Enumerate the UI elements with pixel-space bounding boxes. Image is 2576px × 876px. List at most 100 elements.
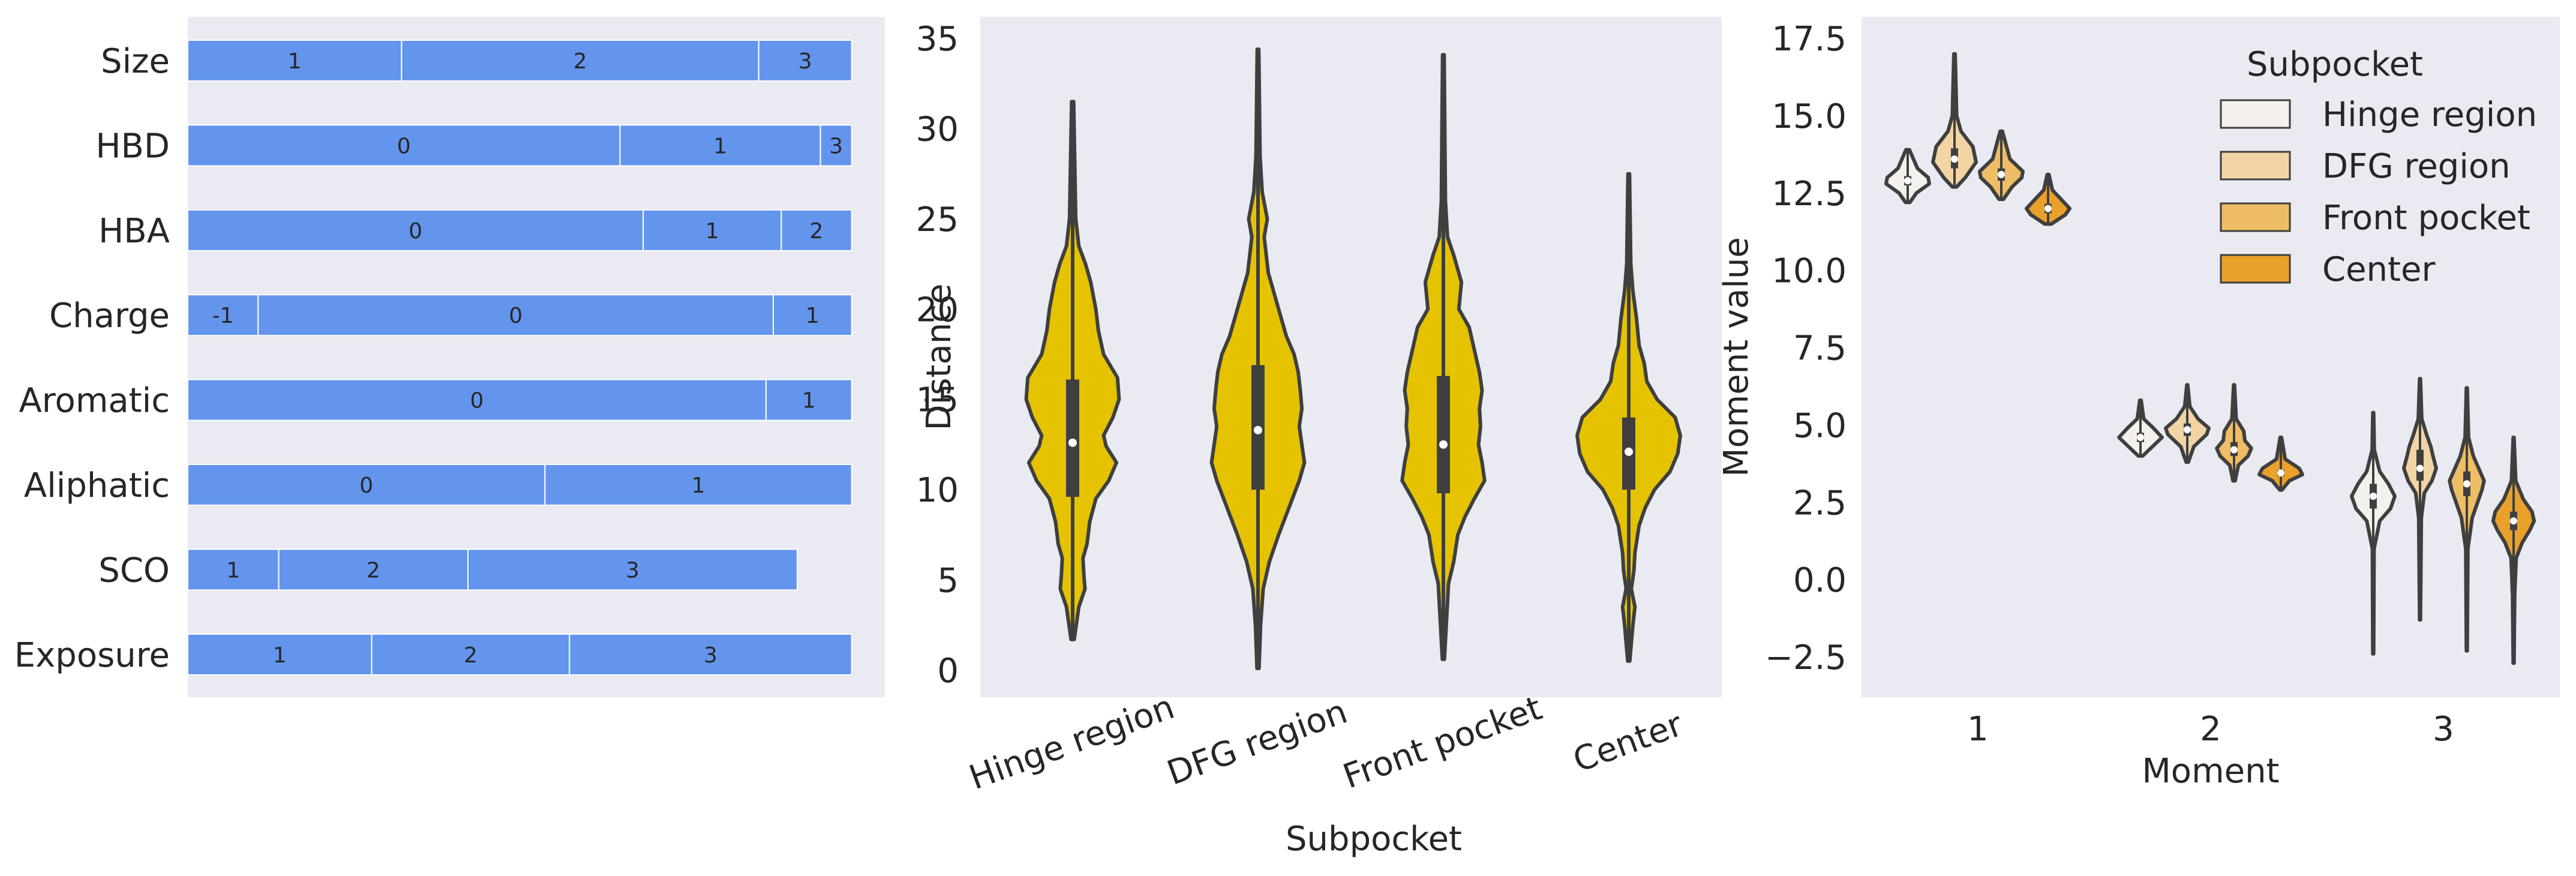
distance-y-tick: 30 [916,110,959,149]
bar-exposure-segment-label: 2 [464,643,478,668]
bar-hba-segment-0 [187,209,644,251]
moment-3-violin-dfg-region-median [2416,464,2424,472]
bar-aromatic-segment-1 [765,379,852,421]
bar-aliphatic-segment-0 [187,464,546,506]
moment-y-tick: 10.0 [1772,252,1847,291]
bar-charge-segment-label: 0 [509,304,523,328]
distance-x-axis-label: Subpocket [1286,820,1462,859]
distance-y-tick: 25 [916,200,959,239]
distance-y-tick: 20 [916,290,959,329]
panel-feature-bars-background [188,17,885,697]
bar-size-segment-label: 3 [798,49,812,74]
distance-y-axis-label: Distance [920,284,959,431]
moment-x-tick-2: 2 [2200,710,2221,749]
moment-y-tick: 7.5 [1793,329,1847,368]
moment-y-axis-label: Moment value [1717,237,1756,477]
bar-charge-segment-label: -1 [212,304,234,328]
distance-x-tick-center: Center [1568,705,1688,781]
bar-hbd-segment-0 [187,124,621,167]
bar-sco-segment-1 [187,548,280,591]
category-tick-aliphatic: Aliphatic [24,466,170,505]
bar-exposure-segment-3 [569,633,852,676]
legend-swatch-front-pocket [2220,202,2291,232]
legend-label-center: Center [2322,250,2436,289]
bar-aliphatic-segment-label: 0 [359,473,373,498]
moment-1-violin-center-median [2044,205,2052,212]
moment-y-tick: 15.0 [1772,97,1847,136]
legend-label-hinge-region: Hinge region [2322,95,2537,134]
distance-y-tick: 0 [937,652,959,691]
distance-x-tick-front-pocket: Front pocket [1338,689,1547,797]
distance-y-tick: 35 [916,20,959,59]
moment-1-violin-dfg-region-median [1951,155,1958,163]
bar-hba-segment-label: 2 [810,219,824,244]
bar-sco-segment-label: 3 [626,558,640,583]
category-tick-hbd: HBD [95,127,170,166]
moment-x-axis-label: Moment [2142,752,2279,791]
bar-aliphatic-segment-1 [544,464,852,506]
distance-violin-hinge-region-median [1068,438,1077,447]
moment-2-violin-dfg-region-median [2184,426,2191,434]
bar-hba-segment-label: 1 [705,219,719,244]
distance-violin-center-median [1625,447,1633,456]
bar-size-segment-1 [187,40,403,82]
legend-title: Subpocket [2247,45,2423,84]
moment-y-tick: −2.5 [1765,638,1847,677]
legend-label-dfg-region: DFG region [2322,147,2511,186]
distance-violin-dfg-region-median [1254,425,1262,434]
bar-size-segment-2 [401,40,759,82]
bar-charge-segment-1 [773,294,852,337]
distance-x-tick-dfg-region: DFG region [1162,692,1352,793]
category-tick-aromatic: Aromatic [19,382,170,421]
bar-hbd-segment-label: 3 [829,134,843,158]
panel-feature-bars: 1 2 3 0 1 3 0 1 2 -1 0 1 0 1 0 1 1 2 3 1 2 3 Size HBD HBA Charge… [14,17,885,697]
bar-aromatic-segment-label: 0 [470,389,484,413]
distance-violins [1024,47,1682,670]
panel-moment-violins: −2.5 0.0 2.5 5.0 7.5 10.0 12.5 15.0 17.5 1 2 3 Mom… [1717,17,2560,791]
category-tick-sco: SCO [98,551,170,590]
bar-hbd-segment-3 [819,124,852,167]
moment-y-tick: 12.5 [1772,175,1847,214]
moment-x-ticks: 1 2 3 [1967,710,2454,749]
legend-swatch-center [2220,254,2291,284]
moment-1-violin-hinge-region-median [1904,177,1911,185]
bar-aliphatic-segment-label: 1 [692,473,705,498]
distance-violin-front-pocket-median [1439,440,1448,449]
subpocket-legend: Subpocket Hinge region DFG region Front po… [2220,45,2537,289]
category-tick-size: Size [101,42,170,81]
distance-y-tick: 5 [937,561,959,600]
legend-swatch-dfg-region [2220,151,2291,181]
moment-x-tick-3: 3 [2433,710,2454,749]
moment-1-violin-front-pocket-median [1998,170,2005,178]
moment-3-violin-front-pocket-median [2463,480,2470,488]
distance-x-tick-hinge-region: Hinge region [964,688,1179,798]
bar-exposure-segment-2 [371,633,571,676]
category-tick-charge: Charge [49,296,170,335]
moment-3-violin-hinge-region-median [2370,492,2377,500]
distance-y-ticks: 0 5 10 15 20 25 30 35 [916,20,959,691]
bar-exposure-segment-1 [187,633,373,676]
moment-y-tick: 0.0 [1793,561,1847,600]
moment-2-violin-front-pocket-median [2230,446,2238,454]
bar-hbd-segment-1 [619,124,821,167]
moment-2-violin-hinge-region-median [2137,434,2144,442]
bar-aromatic-segment-label: 1 [802,389,816,413]
moment-violins [1884,52,2536,665]
category-tick-hba: HBA [98,212,170,251]
bar-exposure-segment-label: 3 [704,643,717,668]
bar-hbd-segment-label: 0 [397,134,411,158]
moment-x-tick-1: 1 [1967,710,1989,749]
category-tick-exposure: Exposure [14,636,170,675]
moment-y-tick: 17.5 [1772,20,1847,59]
bar-size-segment-label: 2 [574,49,587,74]
panel-moment-background [1862,17,2560,697]
bar-exposure-segment-label: 1 [273,643,287,668]
bar-size-segment-3 [758,40,852,82]
bar-sco-segment-3 [467,548,798,591]
moment-y-ticks: −2.5 0.0 2.5 5.0 7.5 10.0 12.5 15.0 17.5 [1765,20,1847,677]
feature-category-ticks: Size HBD HBA Charge Aromatic Aliphatic SCO Expo… [14,42,170,675]
bar-hba-segment-2 [780,209,852,251]
bar-hba-segment-label: 0 [409,219,422,244]
bar-sco-segment-label: 2 [367,558,380,583]
